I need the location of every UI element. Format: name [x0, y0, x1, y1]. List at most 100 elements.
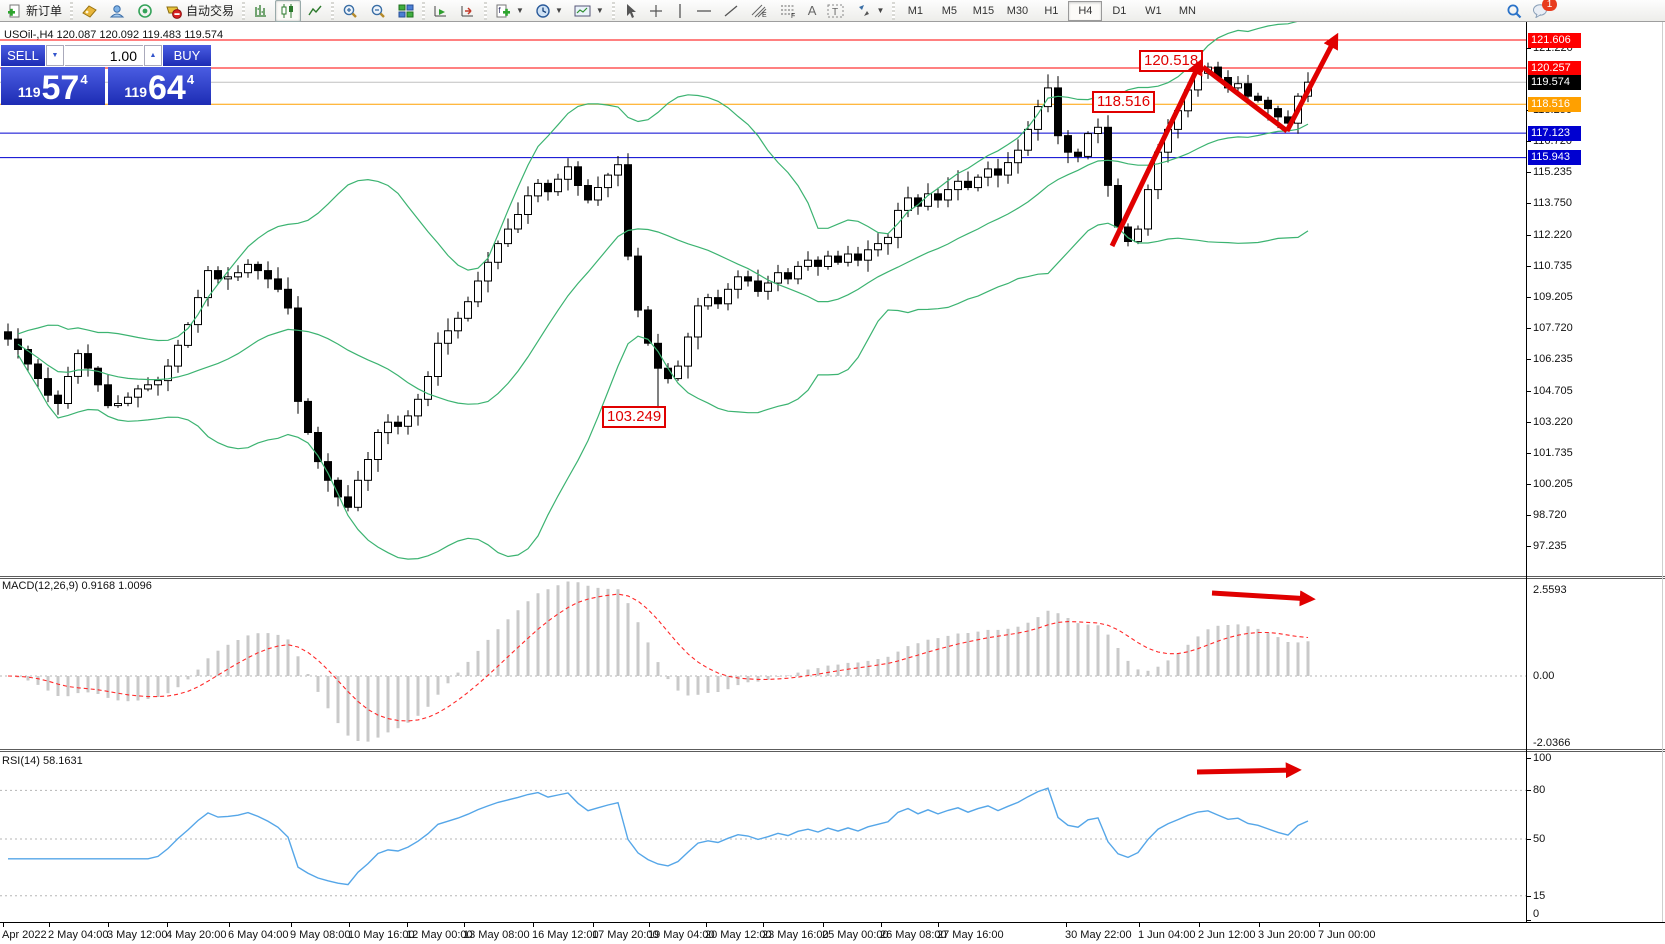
- price-badge: 121.606: [1528, 33, 1581, 48]
- signals-button[interactable]: [132, 0, 159, 22]
- horizontal-line-tool-button[interactable]: [691, 0, 717, 22]
- svg-text:T: T: [832, 7, 838, 18]
- fibonacci-tool-button[interactable]: F: [774, 0, 802, 22]
- symbol-ohlc-label: USOil-,H4 120.087 120.092 119.483 119.57…: [4, 29, 224, 41]
- timeframe-button-d1[interactable]: D1: [1112, 4, 1127, 17]
- rsi-canvas[interactable]: [0, 752, 1526, 920]
- macd-canvas[interactable]: [0, 579, 1526, 749]
- periods-button[interactable]: ▼: [530, 0, 568, 22]
- timeframe-button-h4[interactable]: H4: [1068, 0, 1103, 21]
- time-label: 27 May 16:00: [937, 929, 1004, 941]
- timeframe-button-h1[interactable]: H1: [1044, 4, 1059, 17]
- time-tickmark: [649, 923, 650, 927]
- trendline-tool-button[interactable]: [718, 0, 744, 22]
- axis-tickmark: [1526, 920, 1531, 921]
- axis-tickmark: [1526, 453, 1531, 454]
- axis-tickmark: [1526, 422, 1531, 423]
- time-tickmark: [1259, 923, 1260, 927]
- rsi-line[interactable]: [8, 787, 1309, 886]
- label-tool-button[interactable]: T: [822, 0, 850, 22]
- zoom-out-button[interactable]: [365, 0, 392, 22]
- timeframe-button-mn[interactable]: MN: [1178, 4, 1196, 17]
- rsi-scale-label: 0: [1533, 908, 1540, 920]
- tile-windows-icon: [398, 4, 414, 17]
- pane-separator[interactable]: [0, 749, 1665, 752]
- price-tick: 100.205: [1533, 478, 1573, 490]
- time-tickmark: [1066, 923, 1067, 927]
- price-badge: 119.574: [1528, 75, 1581, 90]
- rsi-scale-label: 50: [1533, 833, 1546, 845]
- market-button[interactable]: [76, 0, 103, 22]
- text-tool-button[interactable]: A: [803, 0, 822, 22]
- axis-tickmark: [1526, 172, 1531, 173]
- price-badge: 115.943: [1528, 150, 1581, 165]
- bar-chart-button[interactable]: [248, 0, 274, 22]
- main-chart-canvas[interactable]: [0, 22, 1526, 576]
- buy-price-button[interactable]: 119 64 4: [107, 67, 211, 105]
- bollinger-middle-band[interactable]: [17, 123, 1309, 405]
- svg-text:E: E: [762, 12, 767, 19]
- window-border: [1662, 22, 1663, 944]
- price-tick: 115.235: [1533, 166, 1572, 178]
- axis-tickmark: [1526, 235, 1531, 236]
- axis-tickmark: [1526, 896, 1531, 897]
- new-order-label: 新订单: [26, 4, 63, 18]
- community-button[interactable]: [104, 0, 131, 22]
- time-tickmark: [3, 923, 4, 927]
- macd-pane: [0, 579, 1665, 749]
- volume-input[interactable]: 1.00: [65, 45, 143, 66]
- sell-price-sup: 4: [80, 72, 88, 87]
- timeframe-button-w1[interactable]: W1: [1145, 4, 1162, 17]
- time-label: 17 May 20:00: [592, 929, 659, 941]
- sell-price-button[interactable]: 119 57 4: [1, 67, 105, 105]
- timeframe-button-m5[interactable]: M5: [941, 4, 958, 17]
- price-tick: 112.220: [1533, 229, 1572, 241]
- cursor-tool-button[interactable]: [618, 0, 642, 22]
- annotation-label-118.516[interactable]: 118.516: [1092, 91, 1156, 113]
- annotation-label-120.518[interactable]: 120.518: [1139, 50, 1204, 72]
- time-tickmark: [938, 923, 939, 927]
- time-label: 12 May 00:00: [406, 929, 473, 941]
- new-order-button[interactable]: 新订单: [2, 0, 67, 22]
- rsi-label: RSI(14) 58.1631: [2, 755, 83, 767]
- sell-button[interactable]: SELL: [1, 45, 45, 66]
- arrows-icon: [859, 4, 870, 16]
- bollinger-upper-band[interactable]: [17, 22, 1308, 342]
- tile-windows-button[interactable]: [393, 0, 419, 22]
- crosshair-tool-button[interactable]: [643, 0, 669, 22]
- volume-increase-button[interactable]: ▲: [144, 45, 162, 66]
- indicators-button[interactable]: f ▼: [490, 0, 529, 22]
- pane-separator[interactable]: [0, 576, 1665, 579]
- chart-shift-button[interactable]: [455, 0, 481, 22]
- vertical-line-tool-button[interactable]: [670, 0, 690, 22]
- channel-tool-button[interactable]: E: [745, 0, 773, 22]
- rsi-scale-label: 100: [1533, 752, 1552, 764]
- time-label: 16 May 12:00: [532, 929, 599, 941]
- timeframe-button-m30[interactable]: M30: [1006, 4, 1029, 17]
- macd-signal-line[interactable]: [7, 593, 1309, 722]
- time-label: 3 May 12:00: [107, 929, 168, 941]
- autotrading-label: 自动交易: [186, 4, 235, 18]
- templates-button[interactable]: ▼: [569, 0, 609, 22]
- rsi-scale-label: 15: [1533, 890, 1546, 902]
- line-chart-button[interactable]: [302, 0, 328, 22]
- search-icon[interactable]: [1506, 3, 1522, 19]
- candlestick-chart-button[interactable]: [275, 0, 302, 22]
- autotrading-button[interactable]: 自动交易: [160, 0, 239, 22]
- buy-button[interactable]: BUY: [163, 45, 211, 66]
- timeframe-button-m1[interactable]: M1: [907, 4, 924, 17]
- rsi-pane: [0, 752, 1665, 920]
- arrows-tool-button[interactable]: ▼: [851, 0, 889, 22]
- dropdown-caret: ▼: [595, 6, 604, 15]
- autoscroll-button[interactable]: [428, 0, 454, 22]
- zoom-in-button[interactable]: [337, 0, 364, 22]
- bollinger-lower-band[interactable]: [17, 222, 1309, 560]
- zoom-in-icon: [343, 4, 357, 18]
- annotation-label-103.249[interactable]: 103.249: [602, 406, 667, 428]
- time-axis: Apr 2022 2 May 04:00 3 May 12:00 4 May 20:0…: [0, 922, 1665, 944]
- volume-decrease-button[interactable]: ▼: [46, 45, 64, 66]
- notifications-button[interactable]: 1: [1532, 0, 1557, 21]
- axis-tickmark: [1526, 141, 1531, 142]
- timeframe-button-m15[interactable]: M15: [972, 4, 995, 17]
- cursor-icon: [626, 3, 636, 18]
